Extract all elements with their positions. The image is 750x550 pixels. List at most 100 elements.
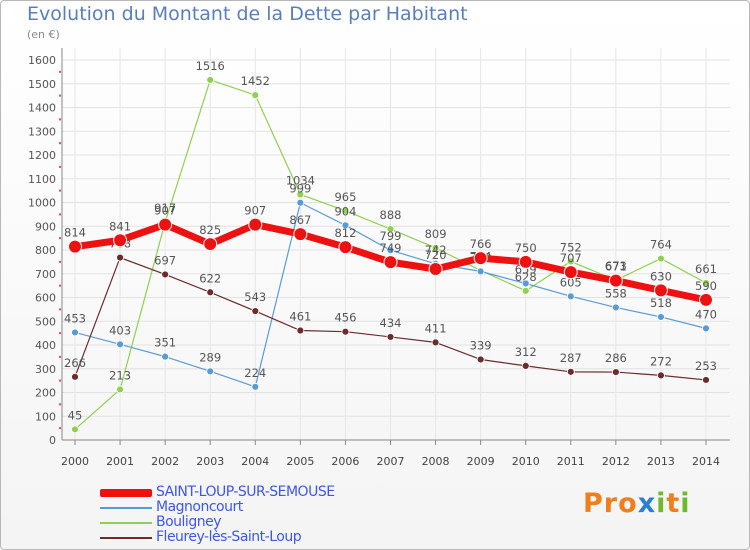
data-label-fleurey-l-s-saint-loup: 622 bbox=[199, 271, 221, 285]
data-point-saint-loup-sur-semouse bbox=[68, 239, 82, 254]
data-point-bouligney bbox=[296, 190, 305, 199]
data-point-bouligney bbox=[341, 206, 350, 215]
data-point-fleurey-l-s-saint-loup bbox=[296, 326, 305, 335]
data-label-magnoncourt: 999 bbox=[289, 182, 311, 196]
y-minor-mark bbox=[59, 260, 61, 263]
data-label-bouligney: 661 bbox=[695, 262, 717, 276]
y-minor-mark bbox=[59, 355, 61, 358]
data-label-bouligney: 213 bbox=[109, 368, 131, 382]
y-tick-label: 900 bbox=[35, 220, 56, 233]
data-label-bouligney: 1452 bbox=[241, 74, 270, 88]
data-label-bouligney: 673 bbox=[605, 259, 627, 273]
data-label-saint-loup-sur-semouse: 766 bbox=[470, 237, 492, 251]
logo-letter: o bbox=[618, 488, 638, 519]
data-label-magnoncourt: 403 bbox=[109, 323, 131, 337]
data-label-saint-loup-sur-semouse: 812 bbox=[334, 226, 356, 240]
y-tick-label: 0 bbox=[49, 434, 56, 447]
legend-label-magnoncourt: Magnoncourt bbox=[156, 499, 243, 515]
data-point-magnoncourt bbox=[566, 292, 575, 301]
chart-title: Evolution du Montant de la Dette par Hab… bbox=[27, 3, 468, 25]
y-minor-mark bbox=[59, 189, 61, 192]
y-tick-label: 100 bbox=[35, 410, 56, 423]
y-minor-mark bbox=[59, 70, 61, 73]
data-point-bouligney bbox=[657, 254, 665, 263]
data-point-magnoncourt bbox=[386, 246, 395, 255]
data-label-magnoncourt: 351 bbox=[154, 336, 176, 350]
data-label-magnoncourt: 470 bbox=[695, 307, 717, 321]
legend-swatch-saint-loup bbox=[100, 489, 152, 497]
data-label-bouligney: 628 bbox=[515, 270, 537, 284]
data-label-saint-loup-sur-semouse: 750 bbox=[515, 241, 537, 255]
data-label-saint-loup-sur-semouse: 720 bbox=[425, 248, 447, 262]
y-tick-label: 1600 bbox=[28, 54, 56, 67]
data-point-fleurey-l-s-saint-loup bbox=[476, 355, 485, 364]
data-label-bouligney: 1516 bbox=[196, 59, 225, 73]
x-tick-label: 2003 bbox=[196, 455, 224, 468]
y-tick-label: 1400 bbox=[28, 102, 56, 115]
data-label-magnoncourt: 558 bbox=[605, 286, 627, 300]
data-point-saint-loup-sur-semouse bbox=[473, 251, 488, 266]
data-label-fleurey-l-s-saint-loup: 339 bbox=[470, 338, 492, 352]
legend-swatch-magnoncourt bbox=[100, 507, 152, 509]
data-point-magnoncourt bbox=[296, 198, 305, 207]
data-point-saint-loup-sur-semouse bbox=[563, 265, 578, 280]
x-tick-label: 2013 bbox=[647, 455, 675, 468]
data-point-magnoncourt bbox=[476, 267, 485, 276]
x-tick-label: 2014 bbox=[692, 455, 720, 468]
data-label-fleurey-l-s-saint-loup: 543 bbox=[244, 290, 266, 304]
y-tick-label: 1500 bbox=[28, 78, 56, 91]
y-tick-label: 1100 bbox=[28, 173, 56, 186]
data-label-saint-loup-sur-semouse: 907 bbox=[244, 204, 266, 218]
y-minor-mark bbox=[59, 332, 61, 335]
data-point-saint-loup-sur-semouse bbox=[383, 255, 398, 270]
data-label-fleurey-l-s-saint-loup: 461 bbox=[289, 310, 311, 324]
data-label-bouligney: 917 bbox=[154, 201, 176, 215]
legend-label-bouligney: Bouligney bbox=[156, 514, 221, 530]
data-label-bouligney: 965 bbox=[334, 190, 356, 204]
data-point-bouligney bbox=[702, 279, 710, 287]
y-minor-mark bbox=[59, 142, 61, 145]
data-label-fleurey-l-s-saint-loup: 411 bbox=[425, 321, 447, 335]
data-label-saint-loup-sur-semouse: 749 bbox=[380, 241, 402, 255]
data-point-fleurey-l-s-saint-loup bbox=[116, 253, 124, 262]
data-label-magnoncourt: 742 bbox=[425, 243, 447, 257]
y-minor-mark bbox=[59, 284, 61, 287]
x-tick-label: 2006 bbox=[331, 455, 359, 468]
x-tick-label: 2000 bbox=[61, 455, 89, 468]
y-tick-label: 1200 bbox=[28, 149, 56, 162]
data-label-fleurey-l-s-saint-loup: 253 bbox=[695, 359, 717, 373]
data-label-bouligney: 1034 bbox=[286, 173, 315, 187]
y-minor-mark bbox=[59, 118, 61, 121]
data-label-bouligney: 764 bbox=[650, 238, 672, 252]
data-label-fleurey-l-s-saint-loup: 456 bbox=[334, 311, 356, 325]
data-label-saint-loup-sur-semouse: 867 bbox=[289, 213, 311, 227]
data-label-fleurey-l-s-saint-loup: 286 bbox=[605, 351, 627, 365]
data-label-magnoncourt: 289 bbox=[199, 350, 221, 364]
data-point-fleurey-l-s-saint-loup bbox=[611, 368, 620, 376]
data-label-saint-loup-sur-semouse: 907 bbox=[154, 204, 176, 218]
y-tick-label: 200 bbox=[35, 387, 56, 400]
data-point-magnoncourt bbox=[657, 313, 665, 321]
y-tick-label: 800 bbox=[35, 244, 56, 257]
data-label-magnoncourt: 224 bbox=[244, 366, 266, 380]
data-point-bouligney bbox=[521, 286, 530, 295]
data-point-bouligney bbox=[116, 385, 124, 394]
data-label-magnoncourt: 904 bbox=[334, 204, 356, 218]
x-tick-label: 2011 bbox=[557, 455, 585, 468]
data-label-saint-loup-sur-semouse: 590 bbox=[695, 279, 717, 293]
x-tick-label: 2012 bbox=[602, 455, 630, 468]
data-label-bouligney: 752 bbox=[560, 240, 582, 254]
legend-label-saint-loup: SAINT-LOUP-SUR-SEMOUSE bbox=[156, 484, 335, 500]
data-point-fleurey-l-s-saint-loup bbox=[206, 288, 215, 297]
data-point-bouligney bbox=[386, 225, 395, 234]
data-label-saint-loup-sur-semouse: 630 bbox=[650, 269, 672, 283]
data-point-saint-loup-sur-semouse bbox=[203, 237, 218, 252]
data-label-saint-loup-sur-semouse: 671 bbox=[605, 260, 627, 274]
data-point-magnoncourt bbox=[161, 352, 170, 361]
legend-label-fleurey: Fleurey-lès-Saint-Loup bbox=[156, 529, 302, 545]
data-point-fleurey-l-s-saint-loup bbox=[702, 376, 710, 384]
logo-letter: i bbox=[680, 488, 691, 519]
x-tick-label: 2005 bbox=[286, 455, 314, 468]
y-tick-label: 400 bbox=[35, 339, 56, 352]
data-label-fleurey-l-s-saint-loup: 287 bbox=[560, 351, 582, 365]
